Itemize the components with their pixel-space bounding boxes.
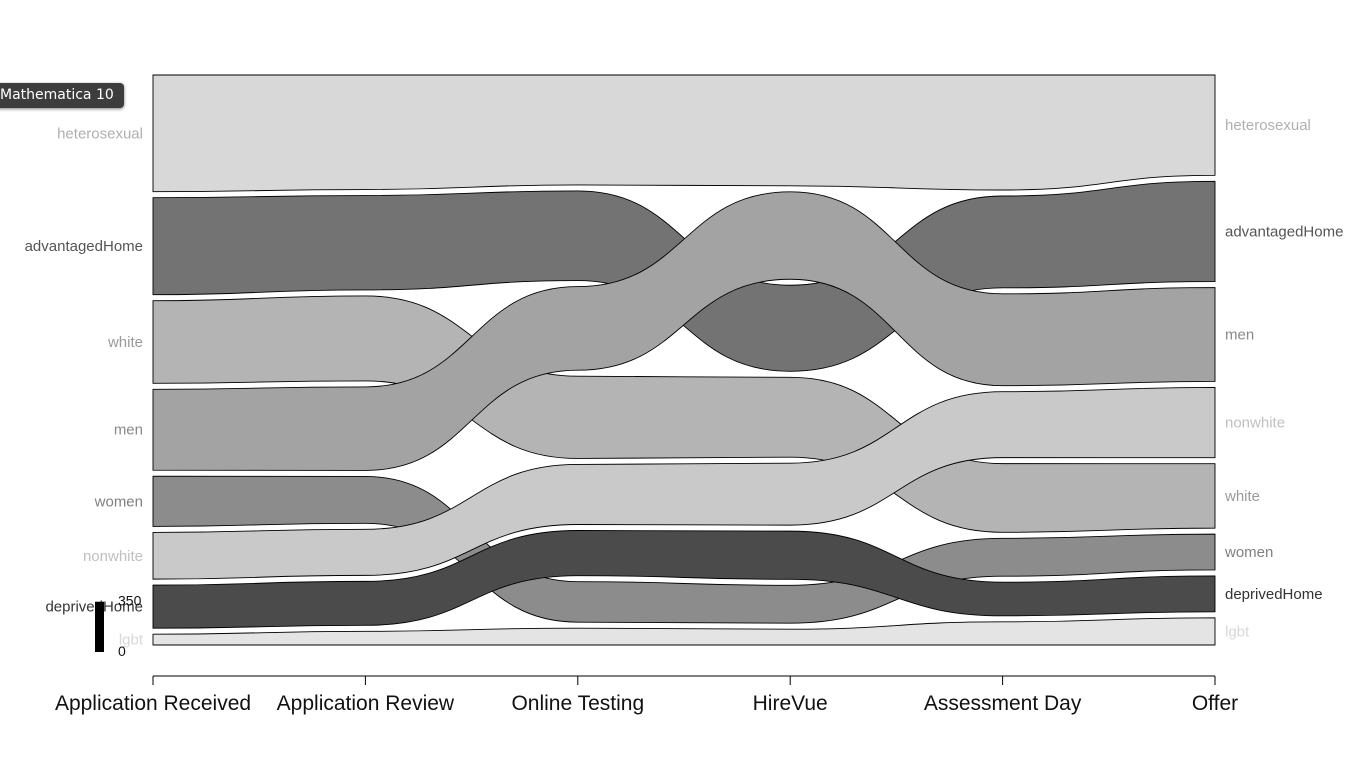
x-tick-label: HireVue xyxy=(753,692,828,715)
x-tick-label: Offer xyxy=(1192,692,1238,715)
left-label-heterosexual: heterosexual xyxy=(57,125,143,142)
right-label-heterosexual: heterosexual xyxy=(1225,117,1311,134)
scale-min-label: 0 xyxy=(118,643,126,659)
flow-band-nonwhite xyxy=(152,386,1216,580)
flow-band-deprivedHome xyxy=(152,530,1216,629)
scale-bar xyxy=(95,601,104,652)
right-label-nonwhite: nonwhite xyxy=(1225,415,1285,432)
left-label-women: women xyxy=(94,493,143,510)
left-label-advantagedHome: advantagedHome xyxy=(25,238,143,255)
app-tooltip: Mathematica 10 xyxy=(0,83,124,108)
x-tick-label: Online Testing xyxy=(511,692,644,715)
x-tick-label: Application Review xyxy=(277,692,455,715)
flow-band-men xyxy=(152,191,1216,471)
right-label-lgbt: lgbt xyxy=(1225,623,1250,640)
left-label-men: men xyxy=(114,422,143,439)
right-label-deprivedHome: deprivedHome xyxy=(1225,586,1323,603)
right-label-women: women xyxy=(1224,544,1273,561)
left-label-nonwhite: nonwhite xyxy=(83,548,143,565)
scale-max-label: 350 xyxy=(118,593,142,609)
x-tick-label: Assessment Day xyxy=(924,692,1082,715)
left-label-lgbt: lgbt xyxy=(119,632,144,649)
left-label-deprivedHome: deprivedHome xyxy=(45,599,143,616)
left-label-white: white xyxy=(107,334,143,351)
right-label-white: white xyxy=(1224,488,1260,505)
right-label-advantagedHome: advantagedHome xyxy=(1225,223,1343,240)
x-tick-label: Application Received xyxy=(55,692,251,715)
flow-band-heterosexual xyxy=(152,74,1216,193)
right-label-men: men xyxy=(1225,327,1254,344)
flow-band-lgbt xyxy=(152,617,1216,646)
